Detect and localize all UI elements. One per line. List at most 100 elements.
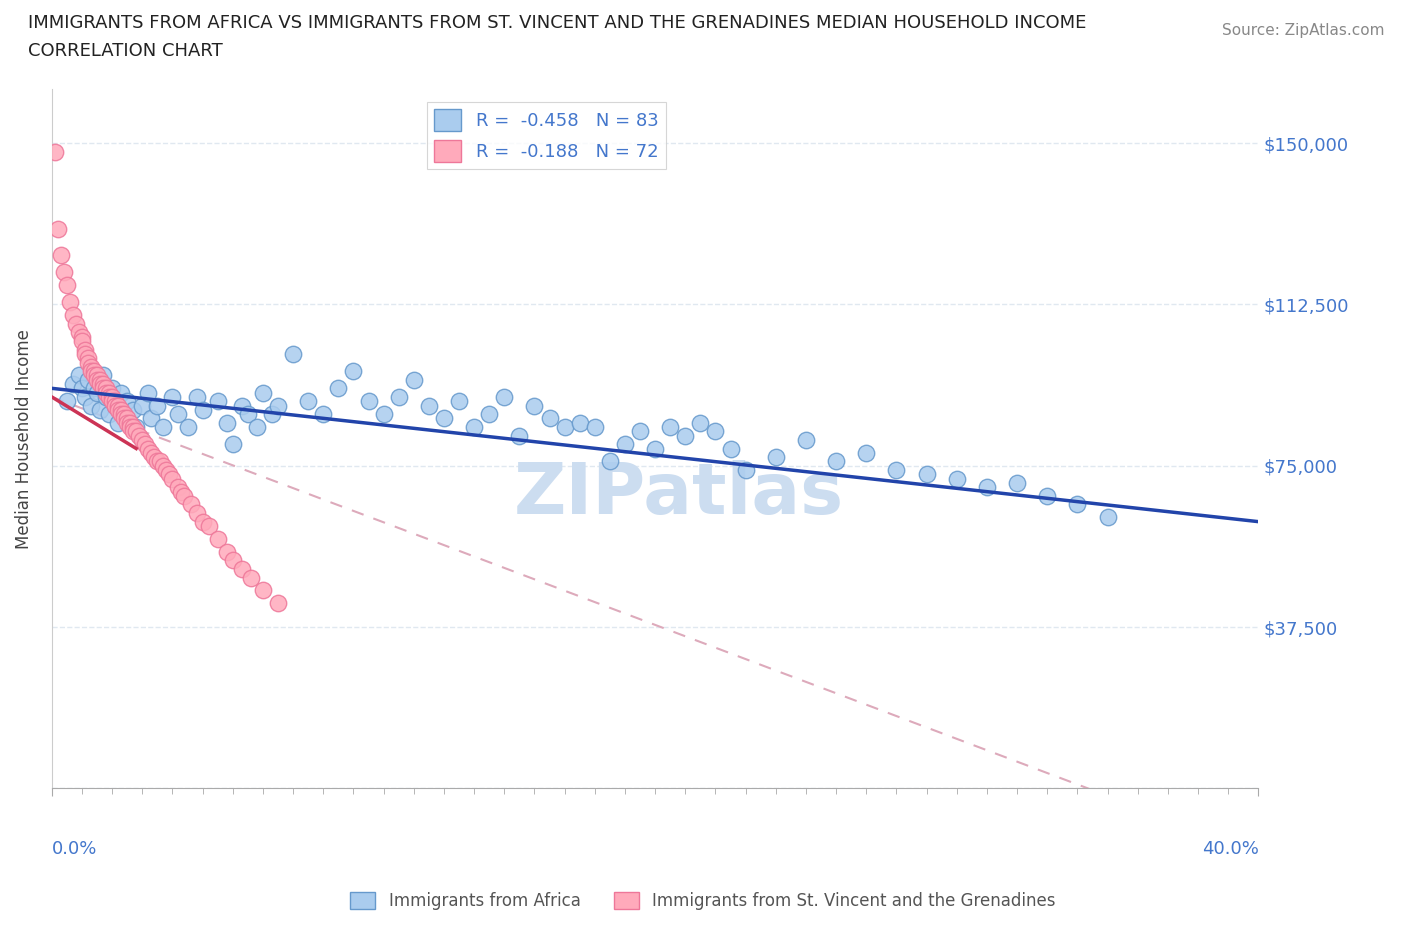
Point xyxy=(125,419,148,434)
Point xyxy=(167,406,190,421)
Point xyxy=(44,144,66,159)
Point xyxy=(825,454,848,469)
Text: IMMIGRANTS FROM AFRICA VS IMMIGRANTS FROM ST. VINCENT AND THE GRENADINES MEDIAN : IMMIGRANTS FROM AFRICA VS IMMIGRANTS FRO… xyxy=(28,14,1087,32)
Point xyxy=(494,390,516,405)
Legend: Immigrants from Africa, Immigrants from St. Vincent and the Grenadines: Immigrants from Africa, Immigrants from … xyxy=(343,885,1063,917)
Point xyxy=(613,437,636,452)
Point xyxy=(98,406,121,421)
Point xyxy=(1066,497,1088,512)
Point xyxy=(463,419,485,434)
Point xyxy=(281,347,304,362)
Y-axis label: Median Household Income: Median Household Income xyxy=(15,329,32,549)
Point xyxy=(80,359,103,374)
Point xyxy=(167,480,190,495)
Point xyxy=(73,342,96,357)
Point xyxy=(107,403,129,418)
Point xyxy=(1036,488,1059,503)
Point xyxy=(112,411,135,426)
Point xyxy=(418,398,440,413)
Point xyxy=(98,385,121,400)
Point xyxy=(77,351,100,365)
Point xyxy=(215,544,238,559)
Point xyxy=(83,368,105,383)
Point xyxy=(252,583,274,598)
Point xyxy=(222,437,245,452)
Point xyxy=(388,390,411,405)
Point xyxy=(152,458,174,473)
Point xyxy=(101,393,124,408)
Point xyxy=(644,441,666,456)
Point xyxy=(357,393,380,408)
Point xyxy=(98,390,121,405)
Point xyxy=(70,381,93,396)
Point xyxy=(523,398,546,413)
Point xyxy=(478,406,501,421)
Point xyxy=(239,570,262,585)
Point xyxy=(915,467,938,482)
Point xyxy=(628,424,651,439)
Point xyxy=(115,416,138,431)
Point xyxy=(508,428,530,443)
Point xyxy=(104,398,127,413)
Point xyxy=(73,390,96,405)
Point xyxy=(267,398,290,413)
Point xyxy=(115,393,138,408)
Point xyxy=(673,428,696,443)
Point xyxy=(141,445,163,460)
Text: 0.0%: 0.0% xyxy=(52,840,97,858)
Point xyxy=(312,406,335,421)
Point xyxy=(886,462,908,477)
Point xyxy=(89,372,111,387)
Point xyxy=(131,398,153,413)
Point xyxy=(86,385,108,400)
Point xyxy=(70,329,93,344)
Point xyxy=(191,514,214,529)
Point xyxy=(734,462,756,477)
Point xyxy=(222,553,245,568)
Point xyxy=(101,390,124,405)
Point xyxy=(704,424,727,439)
Point xyxy=(146,454,169,469)
Point xyxy=(236,406,259,421)
Point xyxy=(1005,475,1028,490)
Point xyxy=(267,596,290,611)
Point xyxy=(689,416,711,431)
Point xyxy=(86,368,108,383)
Point xyxy=(104,398,127,413)
Point xyxy=(62,377,84,392)
Point xyxy=(101,381,124,396)
Point xyxy=(583,419,606,434)
Text: CORRELATION CHART: CORRELATION CHART xyxy=(28,42,224,60)
Point xyxy=(112,406,135,421)
Text: ZIPatlas: ZIPatlas xyxy=(515,460,844,529)
Point xyxy=(65,316,87,331)
Point xyxy=(146,398,169,413)
Point xyxy=(62,308,84,323)
Point xyxy=(568,416,591,431)
Point xyxy=(215,416,238,431)
Point xyxy=(67,325,90,339)
Point xyxy=(197,519,219,534)
Point xyxy=(122,403,145,418)
Point xyxy=(720,441,742,456)
Point xyxy=(765,450,787,465)
Point xyxy=(86,372,108,387)
Point xyxy=(91,368,114,383)
Text: Source: ZipAtlas.com: Source: ZipAtlas.com xyxy=(1222,23,1385,38)
Point xyxy=(94,390,117,405)
Point xyxy=(94,385,117,400)
Point xyxy=(122,424,145,439)
Point xyxy=(794,432,817,447)
Point xyxy=(162,390,184,405)
Point xyxy=(73,347,96,362)
Point xyxy=(77,355,100,370)
Point xyxy=(207,393,229,408)
Point xyxy=(186,390,208,405)
Point xyxy=(131,432,153,447)
Point xyxy=(1097,510,1119,525)
Point xyxy=(125,424,148,439)
Point xyxy=(186,506,208,521)
Point xyxy=(80,398,103,413)
Point xyxy=(89,403,111,418)
Point xyxy=(122,419,145,434)
